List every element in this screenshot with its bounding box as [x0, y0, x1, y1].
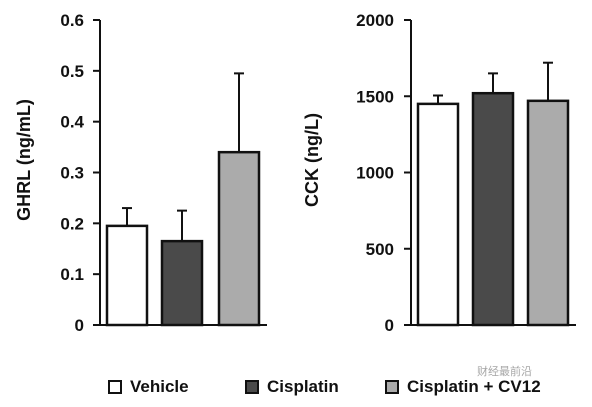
ghrl-y-tick-label: 0 — [75, 316, 84, 335]
legend-label-cisplatin-cv12: Cisplatin + CV12 — [407, 377, 541, 396]
legend-item-vehicle: Vehicle — [108, 376, 189, 398]
cck-y-axis-label: CCK (ng/L) — [302, 113, 322, 207]
ghrl-y-tick-label: 0.1 — [60, 265, 84, 284]
ghrl-bar-0 — [105, 224, 149, 327]
cck-y-tick-label: 500 — [366, 240, 394, 259]
cck-bar-2 — [526, 99, 570, 327]
legend-item-cisplatin: Cisplatin — [245, 376, 339, 398]
ghrl-y-tick-label: 0.2 — [60, 214, 84, 233]
ghrl-bar-1 — [160, 239, 204, 327]
watermark-text: 财经最前沿 — [477, 365, 532, 378]
ghrl-y-axis-label: GHRL (ng/mL) — [14, 99, 34, 221]
cck-y-tick-label: 1500 — [356, 87, 394, 106]
ghrl-y-tick-label: 0.5 — [60, 62, 84, 81]
legend-swatch-cisplatin — [245, 380, 259, 394]
ghrl-bar-2 — [217, 150, 261, 327]
legend-swatch-vehicle — [108, 380, 122, 394]
legend-label-vehicle: Vehicle — [130, 377, 189, 396]
legend-item-cisplatin-cv12: Cisplatin + CV12 — [385, 376, 541, 398]
ghrl-y-tick-label: 0.6 — [60, 11, 84, 30]
legend-swatch-cisplatin-cv12 — [385, 380, 399, 394]
legend-label-cisplatin: Cisplatin — [267, 377, 339, 396]
legend: Vehicle Cisplatin Cisplatin + CV12 — [0, 372, 592, 402]
cck-y-tick-label: 0 — [385, 316, 394, 335]
ghrl-y-tick-label: 0.3 — [60, 164, 84, 183]
cck-bar-1 — [471, 91, 515, 327]
ghrl-y-tick-label: 0.4 — [60, 113, 84, 132]
cck-y-tick-label: 2000 — [356, 11, 394, 30]
cck-bar-0 — [416, 102, 460, 327]
cck-y-tick-label: 1000 — [356, 164, 394, 183]
